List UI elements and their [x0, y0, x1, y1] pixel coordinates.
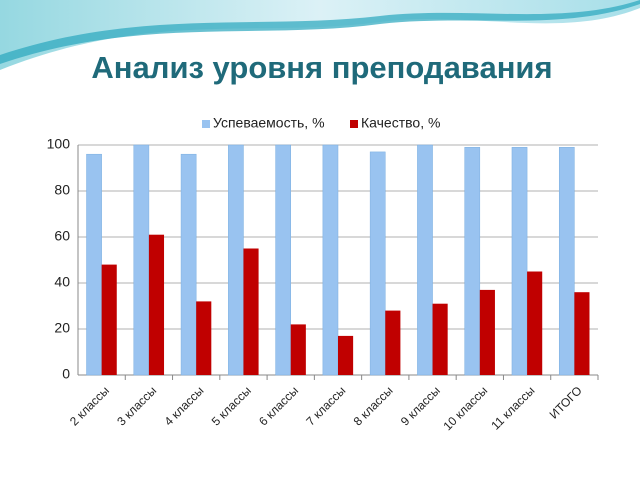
- bar: [338, 335, 354, 375]
- bar: [464, 147, 481, 376]
- bar: [86, 153, 102, 376]
- x-tick-label: 8 классы: [351, 383, 396, 428]
- bar: [417, 144, 433, 376]
- bar: [196, 301, 212, 375]
- bar: [511, 147, 528, 376]
- bar: [385, 310, 401, 375]
- y-tick-label: 60: [54, 228, 70, 244]
- x-tick-label: 7 классы: [303, 383, 348, 428]
- bar: [290, 324, 306, 375]
- legend-swatch: [202, 120, 210, 128]
- bar: [527, 271, 543, 375]
- y-tick-label: 80: [54, 182, 70, 198]
- bar: [228, 144, 244, 376]
- bar: [101, 264, 117, 375]
- bar: [275, 144, 291, 376]
- legend-label: Качество, %: [361, 115, 440, 131]
- bar: [432, 303, 448, 375]
- bar: [574, 292, 590, 375]
- x-tick-label: 10 классы: [440, 383, 490, 433]
- bar: [479, 289, 495, 375]
- bar: [133, 144, 150, 376]
- bar: [369, 151, 386, 376]
- x-tick-label: 11 классы: [488, 383, 537, 432]
- chart-title: Анализ уровня преподавания: [91, 50, 552, 85]
- bar: [322, 144, 339, 376]
- legend-label: Успеваемость, %: [213, 115, 325, 131]
- bar: [180, 153, 197, 376]
- y-tick-label: 20: [54, 320, 70, 336]
- bar: [243, 248, 259, 375]
- y-tick-label: 100: [47, 136, 71, 152]
- decor-wave: [0, 0, 640, 64]
- x-tick-label: 3 классы: [114, 383, 159, 428]
- bar: [148, 234, 165, 375]
- x-tick-label: 5 классы: [209, 383, 254, 428]
- x-tick-label: 6 классы: [256, 383, 301, 428]
- legend-swatch: [350, 120, 358, 128]
- x-tick-label: 4 классы: [162, 383, 207, 428]
- bar: [558, 147, 575, 376]
- x-tick-label: ИТОГО: [547, 383, 585, 421]
- y-tick-label: 40: [54, 274, 70, 290]
- y-tick-label: 0: [62, 366, 70, 382]
- x-tick-label: 9 классы: [398, 383, 443, 428]
- x-tick-label: 2 классы: [67, 383, 112, 428]
